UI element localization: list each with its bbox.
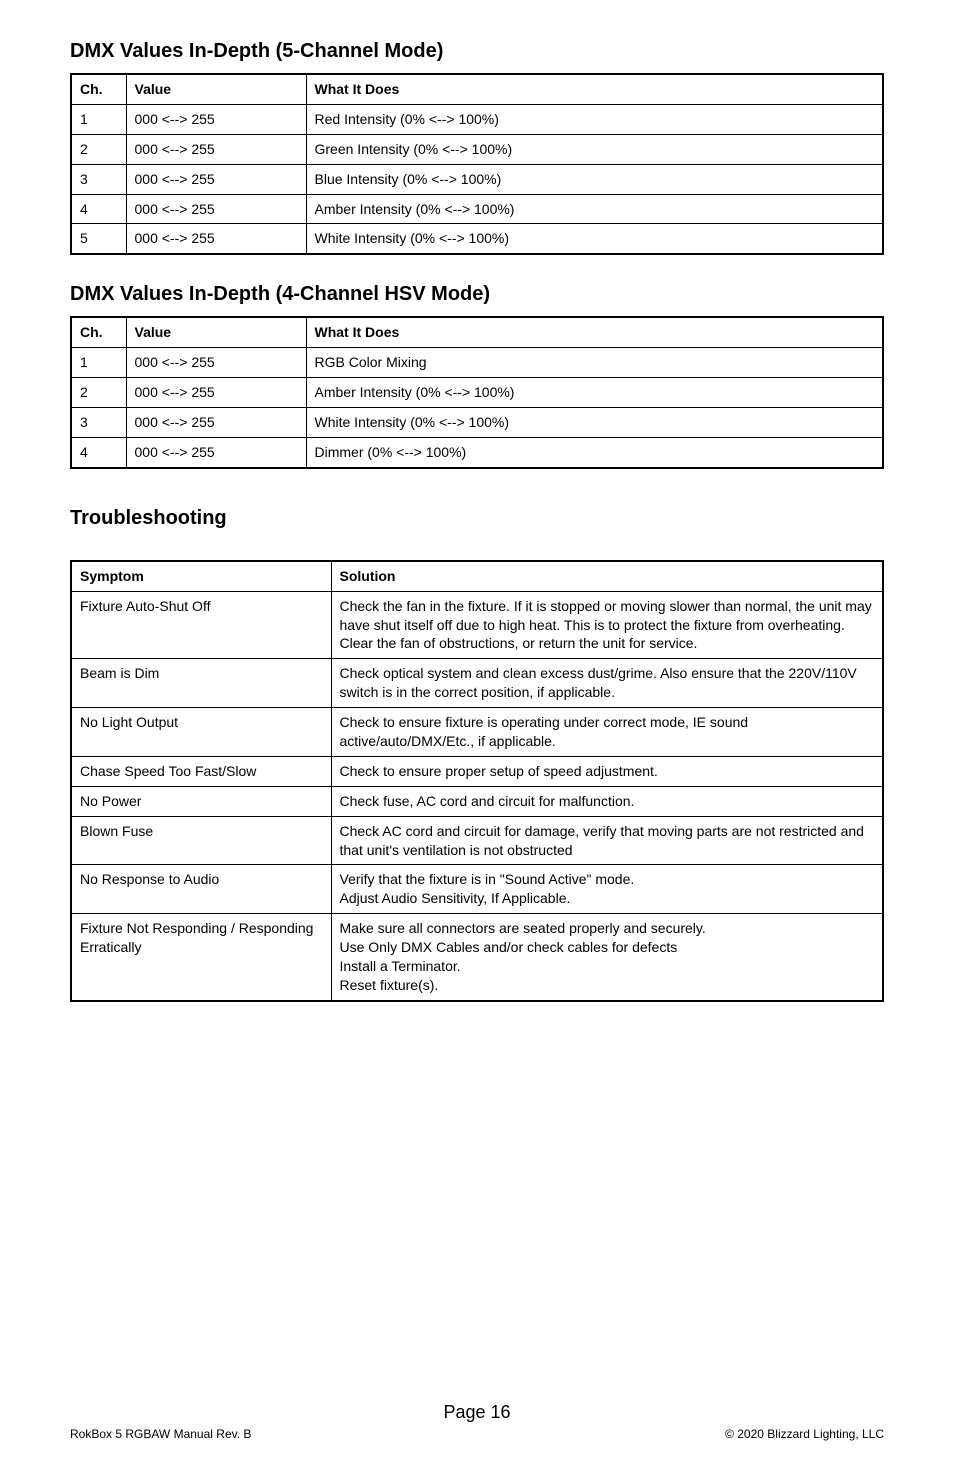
section-title-dmx4: DMX Values In-Depth (4-Channel HSV Mode) [70, 283, 884, 306]
page-container: DMX Values In-Depth (5-Channel Mode) Ch.… [0, 0, 954, 1475]
section-title-troubleshooting: Troubleshooting [70, 507, 884, 530]
col-what: What It Does [306, 317, 883, 347]
table-row: 3000 <--> 255Blue Intensity (0% <--> 100… [71, 164, 883, 194]
footer-right: © 2020 Blizzard Lighting, LLC [725, 1427, 884, 1441]
table-row: Fixture Not Responding / Responding Erra… [71, 914, 883, 1001]
col-what: What It Does [306, 74, 883, 104]
table-row: 2000 <--> 255Green Intensity (0% <--> 10… [71, 134, 883, 164]
dmx4-table: Ch. Value What It Does 1000 <--> 255RGB … [70, 316, 884, 468]
table-row: No PowerCheck fuse, AC cord and circuit … [71, 786, 883, 816]
table-row: Blown FuseCheck AC cord and circuit for … [71, 816, 883, 865]
dmx5-table: Ch. Value What It Does 1000 <--> 255Red … [70, 73, 884, 255]
col-value: Value [126, 317, 306, 347]
footer-left: RokBox 5 RGBAW Manual Rev. B [70, 1427, 251, 1441]
table-row: 3000 <--> 255White Intensity (0% <--> 10… [71, 408, 883, 438]
table-header-row: Symptom Solution [71, 561, 883, 591]
col-ch: Ch. [71, 74, 126, 104]
troubleshooting-table: Symptom Solution Fixture Auto-Shut OffCh… [70, 560, 884, 1002]
table-row: No Response to AudioVerify that the fixt… [71, 865, 883, 914]
table-row: 2000 <--> 255Amber Intensity (0% <--> 10… [71, 378, 883, 408]
table-row: 4000 <--> 255Amber Intensity (0% <--> 10… [71, 194, 883, 224]
table-row: Beam is DimCheck optical system and clea… [71, 659, 883, 708]
table-row: 4000 <--> 255Dimmer (0% <--> 100%) [71, 437, 883, 467]
table-header-row: Ch. Value What It Does [71, 74, 883, 104]
table-header-row: Ch. Value What It Does [71, 317, 883, 347]
table-row: 1000 <--> 255RGB Color Mixing [71, 348, 883, 378]
section-title-dmx5: DMX Values In-Depth (5-Channel Mode) [70, 40, 884, 63]
col-solution: Solution [331, 561, 883, 591]
col-symptom: Symptom [71, 561, 331, 591]
table-row: 5000 <--> 255White Intensity (0% <--> 10… [71, 224, 883, 254]
table-row: Chase Speed Too Fast/SlowCheck to ensure… [71, 756, 883, 786]
table-row: Fixture Auto-Shut OffCheck the fan in th… [71, 591, 883, 659]
page-number: Page 16 [70, 1402, 884, 1423]
col-ch: Ch. [71, 317, 126, 347]
table-row: No Light OutputCheck to ensure fixture i… [71, 708, 883, 757]
col-value: Value [126, 74, 306, 104]
table-row: 1000 <--> 255Red Intensity (0% <--> 100%… [71, 104, 883, 134]
